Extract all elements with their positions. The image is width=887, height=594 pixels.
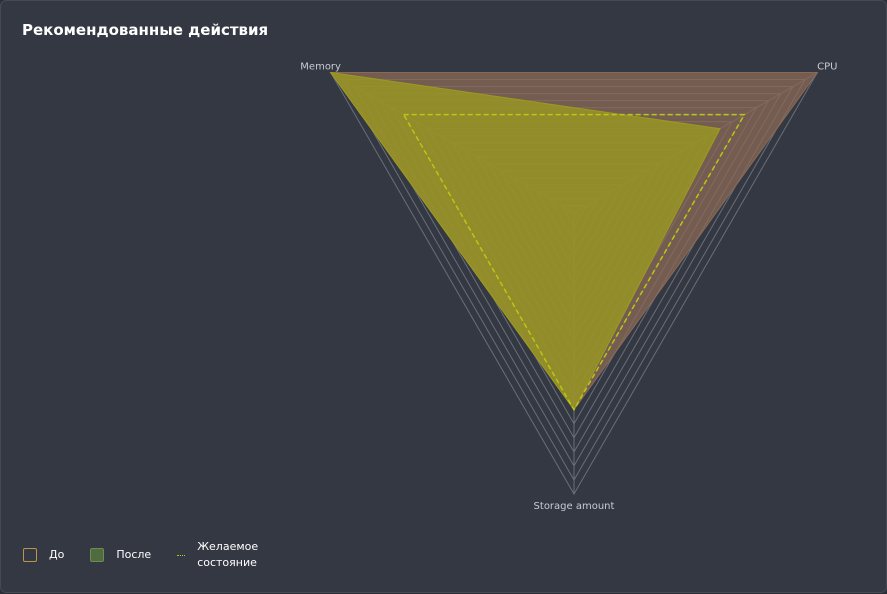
- legend-label: До: [49, 548, 65, 561]
- legend-swatch: [90, 548, 105, 562]
- legend-swatch: [177, 554, 186, 556]
- legend-item: Желаемое состояние: [177, 539, 267, 571]
- legend-label: После: [116, 548, 152, 561]
- legend: До После Желаемое состояние: [23, 539, 293, 571]
- axis-label: Storage amount: [534, 501, 615, 512]
- legend-swatch: [23, 548, 37, 562]
- axis-label: CPU: [817, 62, 837, 73]
- series-outline: [402, 113, 746, 412]
- legend-item: После: [90, 547, 151, 563]
- series-area: [329, 71, 721, 411]
- legend-item: До: [23, 547, 64, 563]
- axis-label: Memory: [300, 62, 341, 73]
- chart-title: Рекомендованные действия: [22, 21, 269, 39]
- legend-label: Желаемое состояние: [197, 540, 259, 569]
